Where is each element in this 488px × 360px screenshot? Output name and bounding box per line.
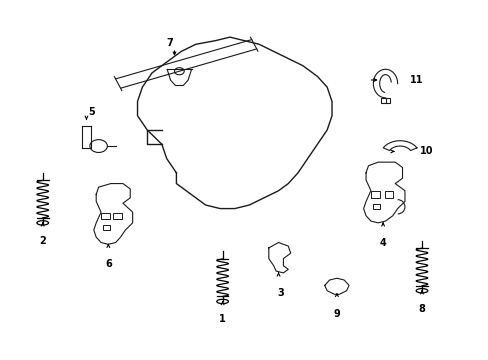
Text: 2: 2	[39, 236, 46, 246]
Text: 10: 10	[419, 147, 433, 157]
Bar	[103, 225, 110, 230]
Bar	[372, 203, 379, 208]
Text: 11: 11	[409, 75, 423, 85]
Bar	[370, 192, 379, 198]
Text: 6: 6	[105, 259, 111, 269]
Text: 8: 8	[418, 303, 425, 314]
Text: 3: 3	[277, 288, 284, 297]
Text: 4: 4	[379, 238, 386, 248]
Text: 5: 5	[88, 107, 95, 117]
Text: 1: 1	[219, 314, 225, 324]
Text: 9: 9	[333, 309, 340, 319]
Text: 7: 7	[166, 38, 173, 48]
Bar	[384, 192, 392, 198]
Bar	[101, 213, 110, 219]
Bar	[380, 98, 389, 103]
Bar	[113, 213, 122, 219]
